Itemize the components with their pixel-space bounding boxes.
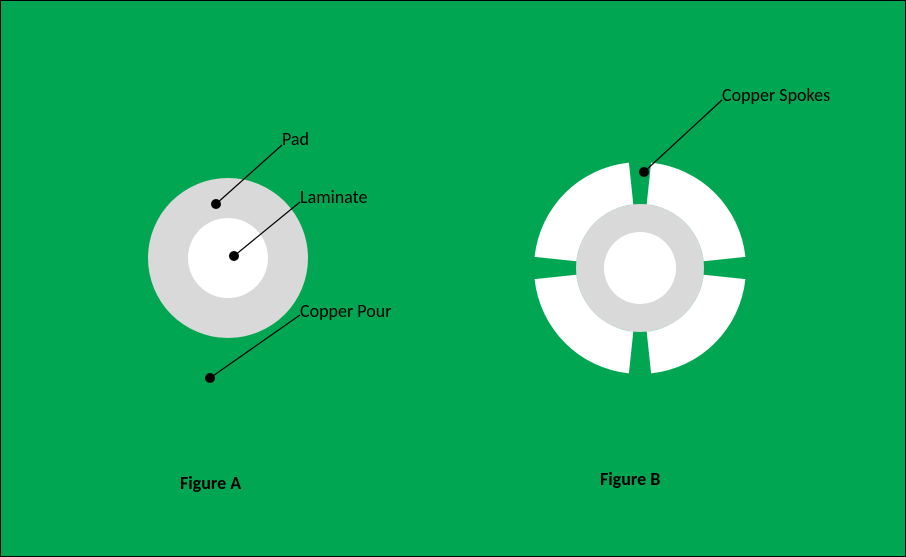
caption-figure-b: Figure B — [600, 468, 660, 490]
label-copper-pour: Copper Pour — [300, 300, 391, 322]
caption-figure-a: Figure A — [180, 472, 241, 494]
label-laminate: Laminate — [300, 186, 367, 208]
label-pad: Pad — [282, 128, 309, 150]
label-copper-spokes: Copper Spokes — [722, 84, 830, 106]
